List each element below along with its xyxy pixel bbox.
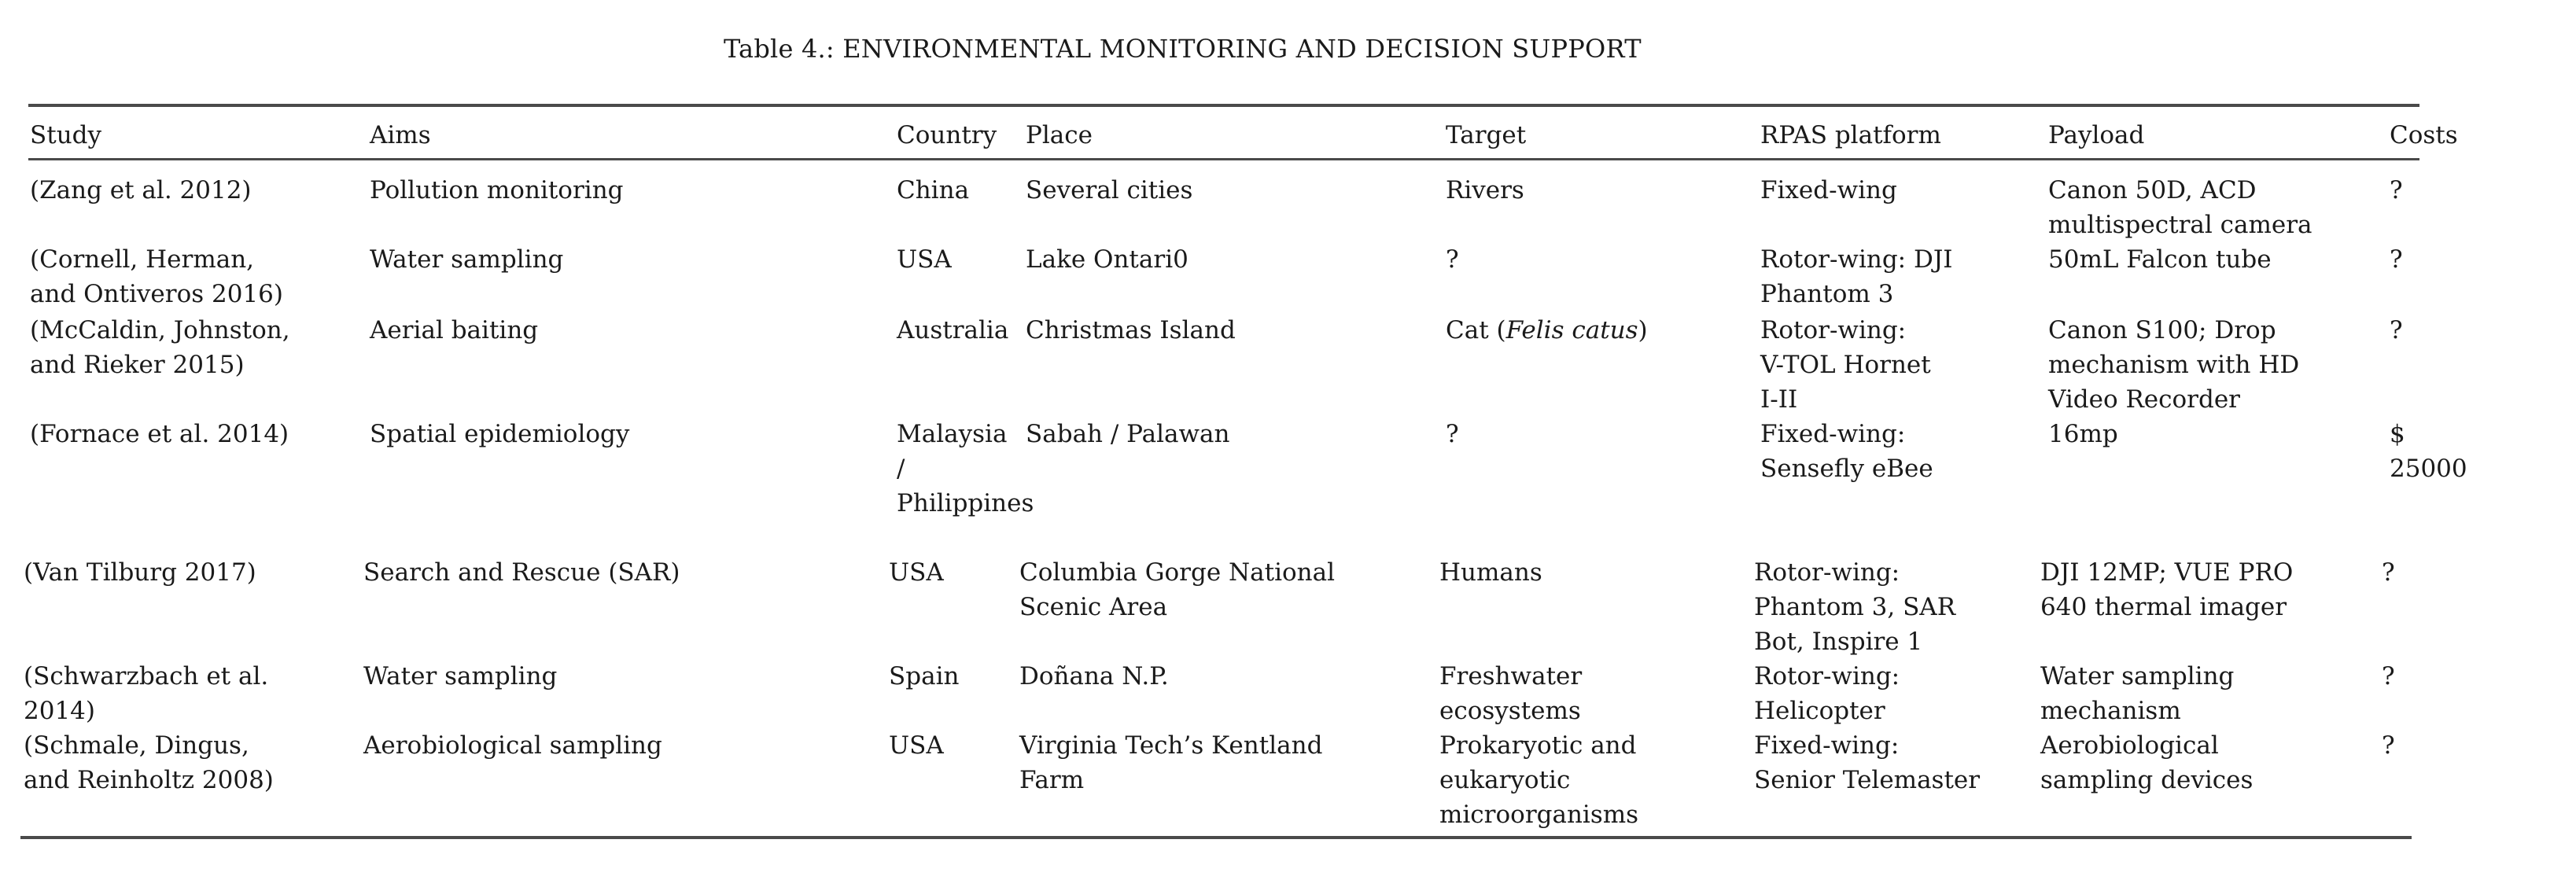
header-costs: Costs (2390, 121, 2458, 149)
cell-country: USA (889, 731, 944, 760)
header-payload: Payload (2048, 121, 2145, 149)
cell-costs: ? (2390, 245, 2403, 274)
cell-platform: Rotor-wing: Helicopter (1754, 662, 1900, 725)
cell-study: (McCaldin, Johnston, and Rieker 2015) (30, 316, 290, 379)
cell-study: (Zang et al. 2012) (30, 176, 252, 204)
cell-target: ? (1446, 420, 1459, 448)
cell-costs: $ 25000 (2390, 420, 2467, 483)
cell-costs: ? (2382, 662, 2395, 690)
table-top-rule (28, 104, 2419, 107)
cell-target-species: Felis catus (1505, 316, 1638, 344)
cell-target-suffix: ) (1638, 316, 1648, 344)
header-aims: Aims (370, 121, 431, 149)
cell-place: Virginia Tech’s Kentland Farm (1019, 731, 1323, 794)
header-rpas-platform: RPAS platform (1760, 121, 1941, 149)
header-country: Country (897, 121, 997, 149)
cell-aims: Spatial epidemiology (370, 420, 630, 448)
cell-study: (Fornace et al. 2014) (30, 420, 289, 448)
cell-country: USA (897, 245, 952, 274)
cell-place: Doñana N.P. (1019, 662, 1169, 690)
header-target: Target (1446, 121, 1527, 149)
cell-payload: Canon S100; Drop mechanism with HD Video… (2048, 316, 2300, 414)
cell-platform: Fixed-wing: Sensefly eBee (1760, 420, 1933, 483)
cell-place: Several cities (1026, 176, 1193, 204)
cell-payload: DJI 12MP; VUE PRO 640 thermal imager (2040, 558, 2294, 621)
cell-aims: Water sampling (363, 662, 558, 690)
cell-study: (Van Tilburg 2017) (24, 558, 256, 587)
cell-place: Sabah / Palawan (1026, 420, 1230, 448)
cell-costs: ? (2382, 558, 2395, 587)
cell-target: Prokaryotic and eukaryotic microorganism… (1439, 731, 1639, 829)
cell-study: (Schwarzbach et al. 2014) (24, 662, 269, 725)
cell-aims: Pollution monitoring (370, 176, 624, 204)
cell-study: (Cornell, Herman, and Ontiveros 2016) (30, 245, 283, 308)
cell-study: (Schmale, Dingus, and Reinholtz 2008) (24, 731, 274, 794)
cell-country: USA (889, 558, 944, 587)
cell-country: Australia (897, 316, 1009, 344)
cell-target: ? (1446, 245, 1459, 274)
cell-country: China (897, 176, 970, 204)
cell-payload: Aerobiological sampling devices (2040, 731, 2254, 794)
cell-place: Christmas Island (1026, 316, 1236, 344)
cell-aims: Search and Rescue (SAR) (363, 558, 680, 587)
cell-aims: Water sampling (370, 245, 564, 274)
cell-target: Cat (Felis catus) (1446, 313, 1648, 348)
header-place: Place (1026, 121, 1093, 149)
cell-country: Spain (889, 662, 960, 690)
cell-platform: Rotor-wing: Phantom 3, SAR Bot, Inspire … (1754, 558, 1956, 656)
cell-country: Malaysia / Philippines (897, 420, 1034, 517)
header-study: Study (30, 121, 102, 149)
cell-platform: Rotor-wing: DJI Phantom 3 (1760, 245, 1953, 308)
cell-target-prefix: Cat ( (1446, 316, 1506, 344)
cell-payload: 16mp (2048, 420, 2118, 448)
cell-costs: ? (2390, 176, 2403, 204)
cell-platform: Fixed-wing: Senior Telemaster (1754, 731, 1981, 794)
cell-payload: Water sampling mechanism (2040, 662, 2235, 725)
table-caption: Table 4.: ENVIRONMENTAL MONITORING AND D… (724, 34, 1642, 64)
cell-aims: Aerial baiting (370, 316, 539, 344)
cell-place: Columbia Gorge National Scenic Area (1019, 558, 1336, 621)
cell-target: Freshwater ecosystems (1439, 662, 1583, 725)
cell-payload: 50mL Falcon tube (2048, 245, 2272, 274)
table-header-rule (28, 158, 2419, 160)
table-bottom-rule (20, 836, 2412, 839)
cell-aims: Aerobiological sampling (363, 731, 662, 760)
cell-platform: Rotor-wing: V-TOL Hornet I-II (1760, 316, 1931, 414)
cell-place: Lake Ontari0 (1026, 245, 1188, 274)
cell-costs: ? (2390, 316, 2403, 344)
cell-payload: Canon 50D, ACD multispectral camera (2048, 176, 2313, 239)
cell-target: Humans (1439, 558, 1542, 587)
cell-target: Rivers (1446, 176, 1524, 204)
cell-platform: Fixed-wing (1760, 176, 1897, 204)
cell-costs: ? (2382, 731, 2395, 760)
